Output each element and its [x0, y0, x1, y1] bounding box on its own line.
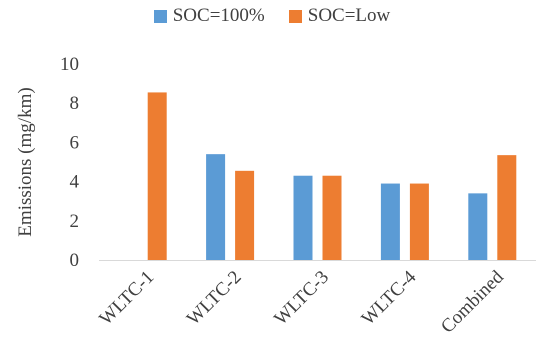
- bar-soc-100-combined: [468, 193, 488, 260]
- legend-swatch-soc-low: [288, 9, 302, 23]
- legend-item-soc-low: SOC=Low: [288, 5, 391, 27]
- y-axis-label: Emissions (mg/km): [15, 87, 36, 236]
- legend-label-soc-low: SOC=Low: [307, 5, 391, 26]
- bar-soc-low-wltc-4: [409, 183, 429, 260]
- y-tick-label: 10: [60, 54, 79, 75]
- y-tick-label: 4: [70, 172, 80, 193]
- x-tick-label: WLTC-3: [270, 267, 333, 330]
- bar-soc-low-wltc-3: [322, 175, 342, 260]
- x-tick-label: WLTC-1: [95, 267, 158, 330]
- labels: 0 2 4 6 8 10 Emissions (mg/km) WLTC-1 WLTC-2 WLTC…: [15, 54, 508, 338]
- bar-soc-low-wltc-1: [147, 92, 167, 260]
- legend-item-soc-100: SOC=100%: [153, 5, 265, 27]
- x-tick-label: Combined: [437, 266, 508, 337]
- bars: [147, 92, 517, 260]
- y-tick-label: 6: [70, 132, 80, 153]
- bar-soc-low-wltc-2: [235, 170, 255, 260]
- bar-soc-100-wltc-4: [380, 183, 400, 260]
- y-tick-label: 0: [70, 250, 80, 271]
- legend-label-soc-100: SOC=100%: [172, 5, 265, 26]
- bar-soc-low-combined: [497, 155, 517, 260]
- legend-swatch-soc-100: [153, 9, 167, 23]
- x-tick-label: WLTC-2: [183, 267, 246, 330]
- bar-soc-100-wltc-3: [293, 175, 313, 260]
- legend: SOC=100% SOC=Low: [0, 5, 544, 27]
- x-tick-label: WLTC-4: [358, 266, 421, 329]
- y-tick-label: 2: [70, 211, 80, 232]
- bar-soc-100-wltc-2: [206, 154, 226, 260]
- y-tick-label: 8: [70, 93, 80, 114]
